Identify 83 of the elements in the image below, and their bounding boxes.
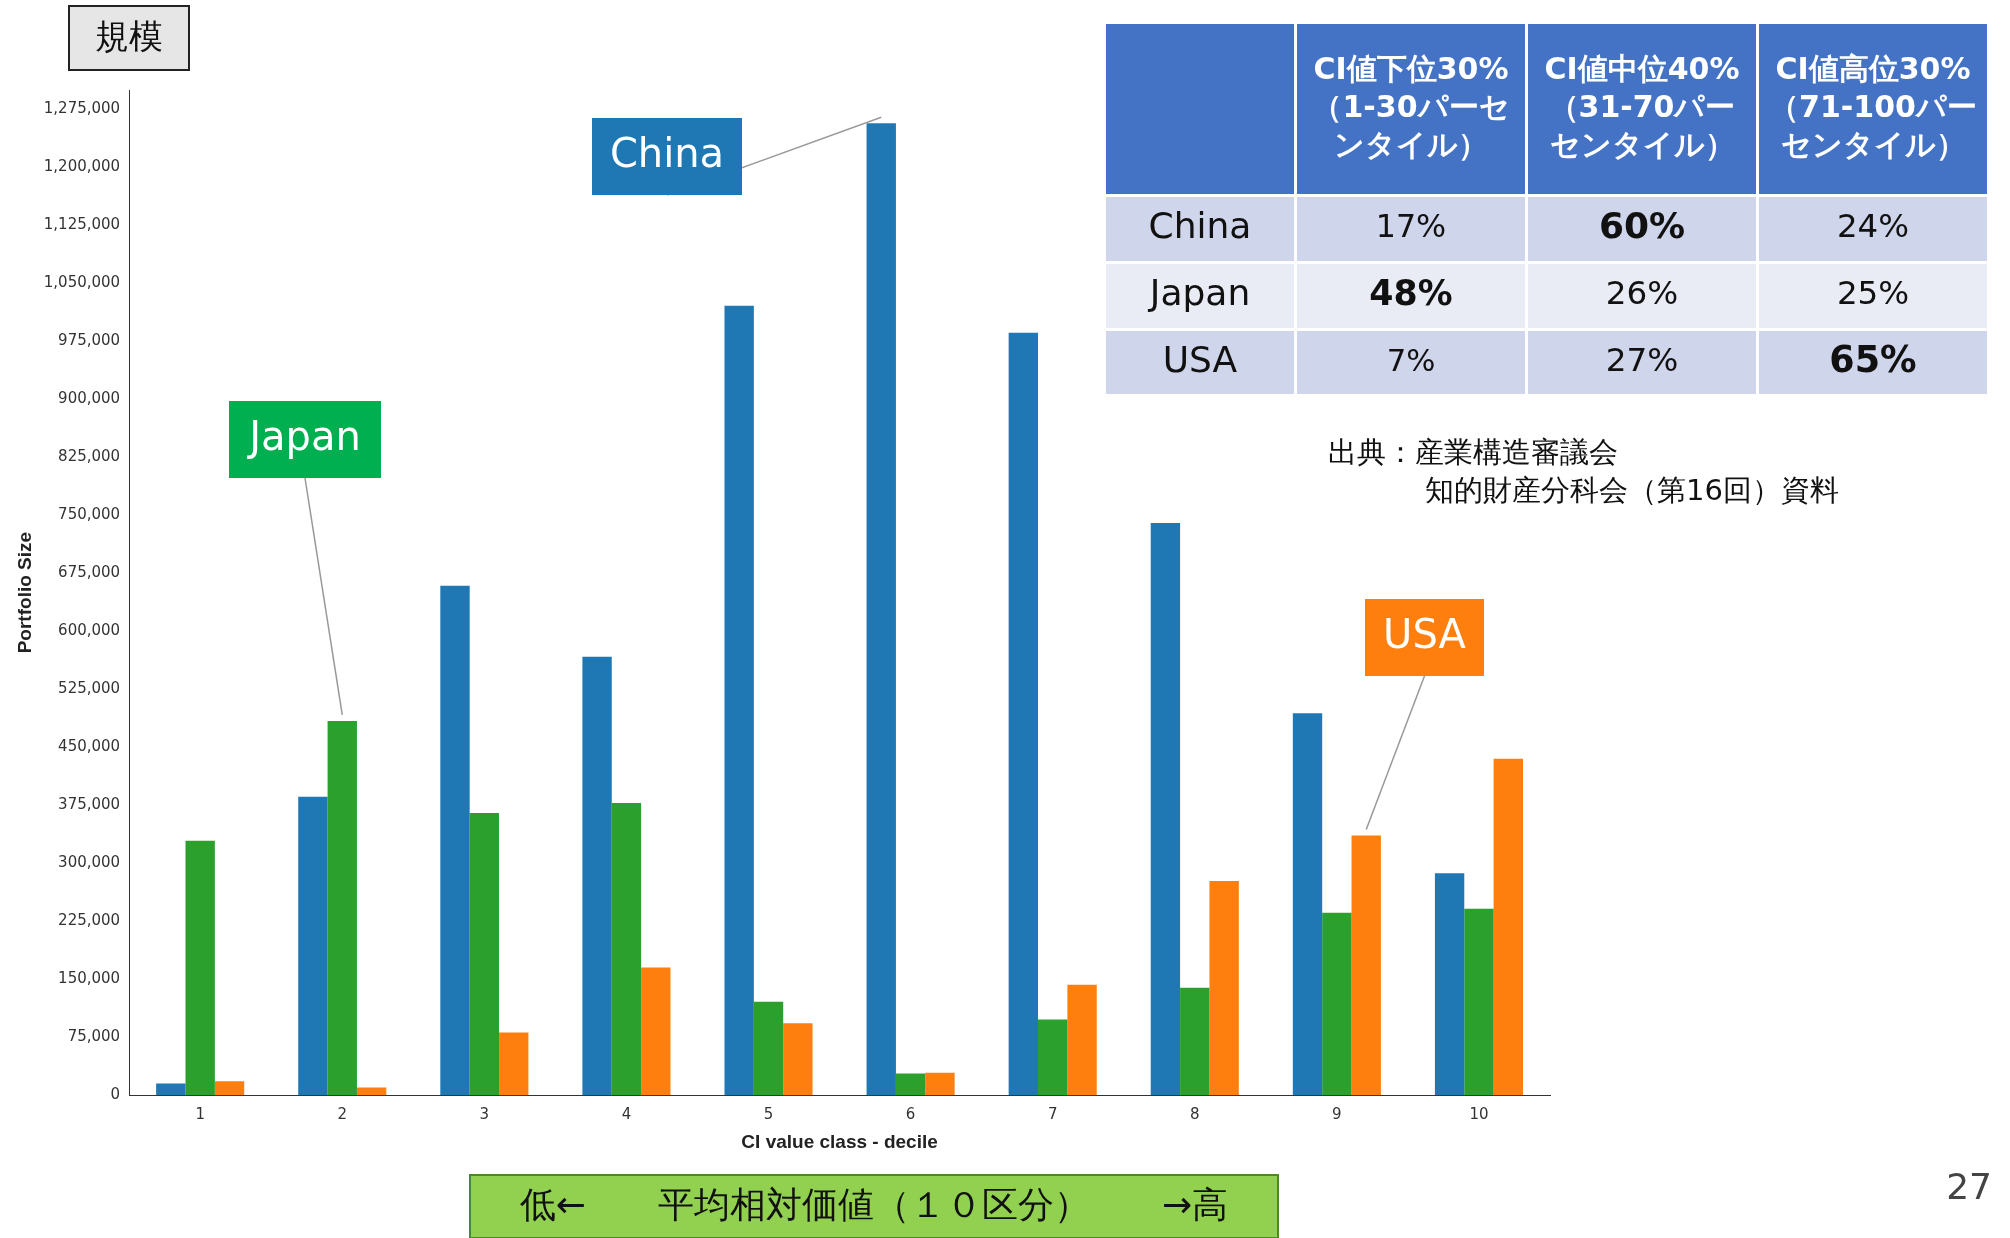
bar [1464,908,1494,1096]
x-tick-label: CI値中位40%（31-70パーセンタイル） [1544,50,1740,162]
bar [866,123,896,1096]
data-label: 24% [1837,207,1909,246]
bar [214,1081,245,1096]
x-tick-label: 5 [763,1105,774,1124]
bar [1038,1019,1068,1096]
y-tick-label: China [1148,205,1252,247]
bar [156,1083,186,1096]
y-tick-label: 0 [110,1085,121,1104]
data-label: 7% [1386,342,1436,378]
x-tick-label: 9 [1332,1105,1342,1124]
data-label: 60% [1598,205,1686,247]
x-tick-label: 7 [1047,1105,1058,1124]
annotation: 知的財産分科会（第16回）資料 [1425,472,1839,507]
x-tick-label: 6 [905,1105,916,1124]
bar [925,1072,955,1096]
bar [440,585,470,1096]
text: 27 [1946,1166,1992,1208]
x-tick-label: 10 [1469,1105,1489,1124]
bar [1292,713,1323,1096]
y-tick-label: 975,000 [58,331,121,350]
y-tick-label: 1,200,000 [43,157,121,176]
bar [895,1073,926,1096]
y-axis-title: Portfolio Size [13,531,35,654]
x-tick-label: 1 [195,1105,205,1124]
x-tick-label: 4 [621,1105,632,1124]
x-axis-title: CI value class - decile [741,1130,938,1152]
y-tick-label: 825,000 [58,447,121,466]
y-tick-label: 375,000 [58,795,121,814]
bar [1351,835,1381,1096]
y-tick-label: 900,000 [58,389,121,408]
bar [783,1023,813,1096]
x-tick-label: 8 [1190,1105,1200,1124]
data-label: 25% [1836,274,1910,313]
y-tick-label: 150,000 [58,969,121,988]
bar [1493,758,1523,1096]
bar [1067,984,1097,1096]
bar [298,796,328,1096]
y-tick-label: 1,125,000 [43,215,121,234]
annotation: 出典：産業構造審議会 [1328,434,1618,469]
y-tick-label: 525,000 [58,679,121,698]
text: China [609,129,725,176]
bar [185,840,215,1096]
y-tick-label: 750,000 [58,505,121,524]
data-label: 48% [1369,273,1453,314]
bar [499,1032,529,1096]
text: 規模 [95,15,163,56]
y-tick-label: USA [1162,339,1238,381]
data-label: 65% [1829,338,1917,382]
y-tick-label: 1,275,000 [43,99,121,118]
bar [1150,523,1181,1096]
text: USA [1383,610,1467,657]
data-label: 26% [1605,274,1679,313]
bar [469,812,500,1096]
y-tick-label: 1,050,000 [43,273,121,292]
bar [327,720,357,1096]
bar [1209,881,1239,1096]
bar [753,1001,784,1096]
text: 低← 平均相対価値（１０区分） →高 [519,1184,1229,1226]
bar [1180,987,1210,1096]
x-tick-label: CI値下位30%（1-30パーセンタイル） [1312,50,1510,162]
x-tick-label: 3 [479,1105,490,1124]
data-label: 17% [1375,208,1447,245]
y-tick-label: 300,000 [58,853,121,872]
bar [582,656,612,1096]
bar [611,802,642,1096]
y-tick-label: 600,000 [58,621,121,640]
bar [641,967,671,1096]
bar [1322,912,1352,1096]
bar [1008,332,1039,1096]
x-tick-label: CI値高位30%（71-100パーセンタイル） [1769,50,1977,162]
bar [356,1087,387,1096]
bar [724,305,754,1096]
y-tick-label: 450,000 [58,737,121,756]
data-label: 27% [1605,341,1679,380]
y-tick-label: 75,000 [67,1027,121,1046]
y-tick-label: Japan [1147,272,1251,314]
y-tick-label: 225,000 [58,911,121,930]
text: Japan [246,412,361,459]
bar [1434,873,1465,1096]
x-tick-label: 2 [337,1105,348,1124]
y-tick-label: 675,000 [58,563,121,582]
